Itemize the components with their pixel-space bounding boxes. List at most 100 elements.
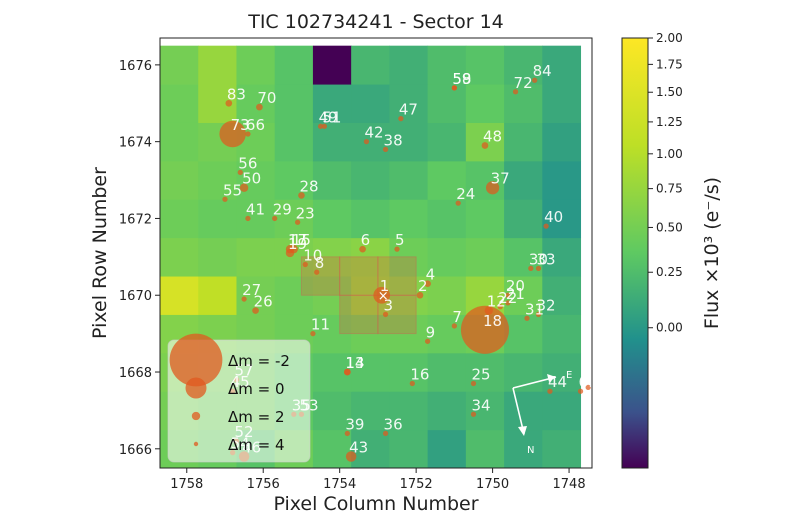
heatmap-cell xyxy=(274,45,314,85)
heatmap-cell xyxy=(160,199,199,239)
heatmap-cell xyxy=(542,391,582,431)
heatmap-cell xyxy=(274,122,314,162)
star-marker xyxy=(547,388,553,394)
star-marker xyxy=(345,451,357,462)
heatmap-cell xyxy=(312,314,352,354)
star-marker xyxy=(585,384,591,391)
compass-east-arrowhead xyxy=(547,374,556,382)
x-tick-label: 1748 xyxy=(553,477,586,492)
x-tick-label: 1754 xyxy=(323,477,356,492)
star-marker xyxy=(394,246,400,252)
heatmap-cell xyxy=(160,276,199,315)
star-marker xyxy=(241,296,247,302)
heatmap-cell xyxy=(389,160,429,200)
star-label: 29 xyxy=(273,200,292,218)
legend-label: Δm = 2 xyxy=(228,408,285,426)
star-label: 50 xyxy=(242,170,261,188)
legend-label: Δm = -2 xyxy=(228,352,290,370)
star-marker xyxy=(252,307,259,314)
star-label: 27 xyxy=(242,281,261,299)
heatmap-cell xyxy=(427,122,467,162)
heatmap-cell xyxy=(504,237,543,277)
heatmap-cell xyxy=(236,199,276,239)
heatmap-cell xyxy=(389,84,429,123)
heatmap-cell xyxy=(465,84,505,123)
star-label: 84 xyxy=(533,62,552,80)
star-marker xyxy=(535,311,542,318)
legend-label: Δm = 0 xyxy=(228,380,285,398)
star-label: 12 xyxy=(487,293,506,311)
heatmap-cell xyxy=(504,45,543,85)
heatmap-cell xyxy=(274,199,314,239)
star-marker xyxy=(245,215,251,222)
heatmap-cell xyxy=(427,237,467,277)
y-tick-label: 1668 xyxy=(119,366,152,381)
star-label: 2 xyxy=(418,277,428,295)
colorbar-tick-label: 1.50 xyxy=(656,85,683,99)
star-label: 73 xyxy=(231,116,250,134)
heatmap-cell xyxy=(504,276,543,315)
star-label: 72 xyxy=(514,74,533,92)
heatmap-cell xyxy=(389,237,429,277)
star-label: 56 xyxy=(238,154,257,172)
colorbar-tick-label: 2.00 xyxy=(656,31,683,45)
star-label: 49 xyxy=(319,108,338,126)
heatmap-cell xyxy=(312,84,352,123)
star-label: 18 xyxy=(483,312,502,330)
heatmap-cell xyxy=(351,237,390,277)
heatmap-cell xyxy=(312,160,352,200)
star-marker xyxy=(505,300,511,306)
aperture-pixel xyxy=(339,294,379,335)
colorbar-label: Flux ×10³ (e⁻/s) xyxy=(701,177,723,329)
legend: Δm = -2 Δm = 0 Δm = 2 Δm = 4 xyxy=(167,333,311,463)
heatmap-cell xyxy=(427,199,467,239)
star-label: 51 xyxy=(322,108,341,126)
heatmap-cell xyxy=(427,160,467,200)
star-label: 61 xyxy=(579,373,598,391)
star-label: 59 xyxy=(452,70,471,88)
star-label: 38 xyxy=(384,131,403,149)
heatmap-cell xyxy=(427,45,467,85)
legend-marker xyxy=(191,411,201,421)
star-marker xyxy=(451,323,458,329)
star-marker xyxy=(416,291,424,299)
star-label: 6 xyxy=(361,231,371,249)
heatmap-cell xyxy=(351,122,390,162)
heatmap-cell xyxy=(427,391,467,431)
star-label: 28 xyxy=(299,177,318,195)
heatmap-cell xyxy=(198,199,237,239)
star-label: 66 xyxy=(246,116,265,134)
heatmap-cell xyxy=(312,276,352,315)
star-label: 34 xyxy=(471,396,490,414)
star-label: 7 xyxy=(452,308,462,326)
star-marker xyxy=(460,305,510,354)
x-tick-label: 1758 xyxy=(170,477,203,492)
heatmap-cell xyxy=(198,45,237,85)
heatmap-cell xyxy=(351,84,390,123)
aperture-pixel xyxy=(377,256,417,296)
compass-north-arrowhead xyxy=(518,426,527,436)
heatmap-cell xyxy=(274,276,314,315)
star-label: 23 xyxy=(296,204,315,222)
star-marker xyxy=(359,245,366,253)
heatmap-cell xyxy=(160,45,199,85)
star-label: 39 xyxy=(345,415,364,433)
star-marker xyxy=(485,181,500,195)
heatmap-cell xyxy=(389,352,429,392)
heatmap-cell xyxy=(312,122,352,162)
heatmap-cell xyxy=(465,199,505,239)
heatmap-cell xyxy=(198,237,237,277)
star-label: 9 xyxy=(426,323,436,341)
star-label: 15 xyxy=(292,231,311,249)
heatmap-cell xyxy=(389,314,429,354)
heatmap-cell xyxy=(465,237,505,277)
star-marker xyxy=(285,248,295,258)
heatmap-cell xyxy=(274,237,314,277)
star-label: 36 xyxy=(384,415,403,433)
star-marker xyxy=(543,223,549,229)
heatmap-cell xyxy=(236,84,276,123)
colorbar-tick-label: 0.75 xyxy=(656,182,683,196)
heatmap-cell xyxy=(504,160,543,200)
